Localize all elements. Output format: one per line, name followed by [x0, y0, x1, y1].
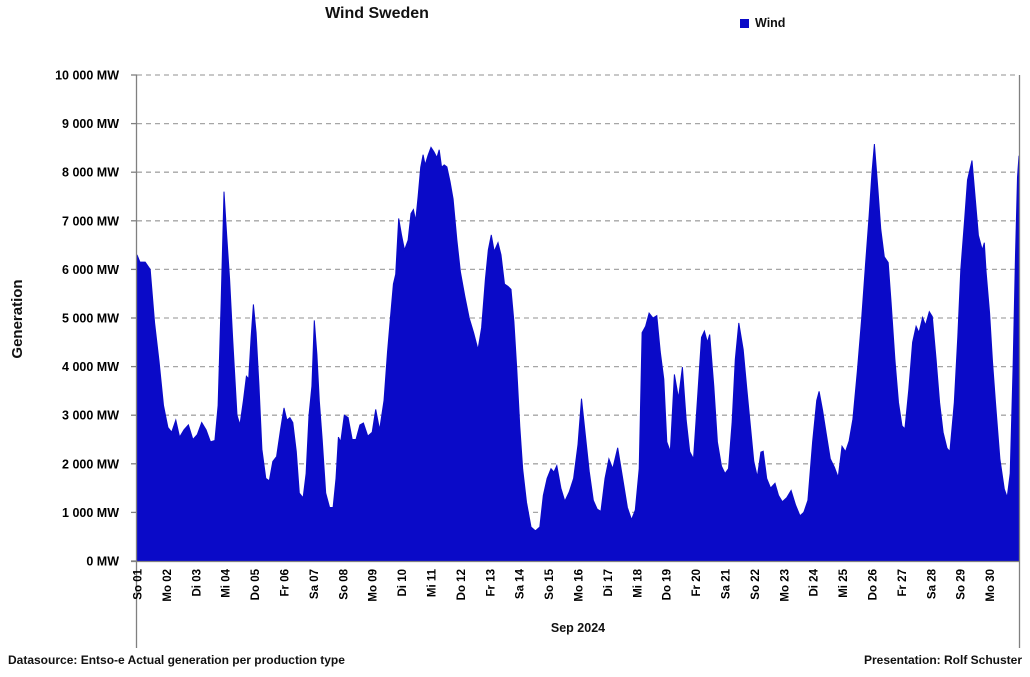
- x-tick-label: Sa 14: [515, 568, 527, 599]
- x-tick-label: Mo 16: [574, 569, 586, 602]
- x-tick-label: Mi 11: [427, 568, 439, 597]
- y-tick-label: 0 MW: [86, 555, 119, 569]
- x-tick-label: Mo 09: [368, 569, 380, 602]
- x-tick-label: Do 05: [250, 568, 262, 600]
- y-tick-label: 6 000 MW: [62, 263, 119, 277]
- x-tick-label: Mo 30: [985, 569, 997, 602]
- x-tick-label: Sa 21: [721, 568, 733, 599]
- x-tick-label: Fr 06: [280, 569, 292, 597]
- y-tick-label: 4 000 MW: [62, 360, 119, 374]
- x-tick-label: So 22: [750, 569, 762, 600]
- legend-swatch-wind: [740, 18, 749, 28]
- y-tick-label: 1 000 MW: [62, 506, 119, 520]
- x-tick-label: Do 19: [662, 569, 674, 600]
- y-tick-label: 9 000 MW: [62, 117, 119, 131]
- x-tick-label: Fr 27: [897, 569, 909, 597]
- wind-area-series: [136, 143, 1020, 562]
- legend: Wind: [740, 16, 785, 30]
- chart-title: Wind Sweden: [325, 5, 429, 22]
- x-tick-label: Di 24: [809, 568, 821, 596]
- y-tick-label: 2 000 MW: [62, 457, 119, 471]
- x-tick-label: Sa 28: [926, 568, 938, 599]
- x-tick-label: Mi 25: [838, 568, 850, 597]
- x-tick-label: Di 10: [397, 569, 409, 597]
- x-tick-label: Di 17: [603, 569, 615, 597]
- x-tick-label: Mi 04: [221, 568, 233, 597]
- x-tick-label: So 29: [956, 569, 968, 600]
- x-tick-label: Mo 02: [162, 569, 174, 602]
- x-tick-label: So 08: [338, 568, 350, 599]
- x-tick-label: Mi 18: [632, 568, 644, 597]
- legend-label-wind: Wind: [755, 16, 786, 30]
- x-tick-label: Sa 07: [309, 569, 321, 599]
- y-tick-label: 3 000 MW: [62, 409, 119, 423]
- x-tick-label: Do 26: [868, 569, 880, 600]
- x-tick-label: Mo 23: [779, 569, 791, 602]
- x-tick-label: Di 03: [191, 569, 203, 597]
- x-tick-label: So 01: [133, 568, 145, 599]
- x-tick-label: Fr 20: [691, 569, 703, 597]
- x-tick-label: Do 12: [456, 569, 468, 600]
- footer-presentation: Presentation: Rolf Schuster: [863, 653, 1022, 667]
- y-tick-label: 7 000 MW: [62, 214, 119, 228]
- y-tick-label: 5 000 MW: [62, 312, 119, 326]
- footer-datasource: Datasource: Entso-e Actual generation pe…: [8, 653, 345, 667]
- x-axis-title: Sep 2024: [550, 621, 606, 635]
- y-axis-title: Generation: [9, 279, 26, 359]
- x-tick-label: So 15: [544, 568, 556, 599]
- y-tick-label: 8 000 MW: [62, 166, 119, 180]
- y-tick-label: 10 000 MW: [55, 69, 119, 83]
- x-tick-label: Fr 13: [485, 569, 497, 597]
